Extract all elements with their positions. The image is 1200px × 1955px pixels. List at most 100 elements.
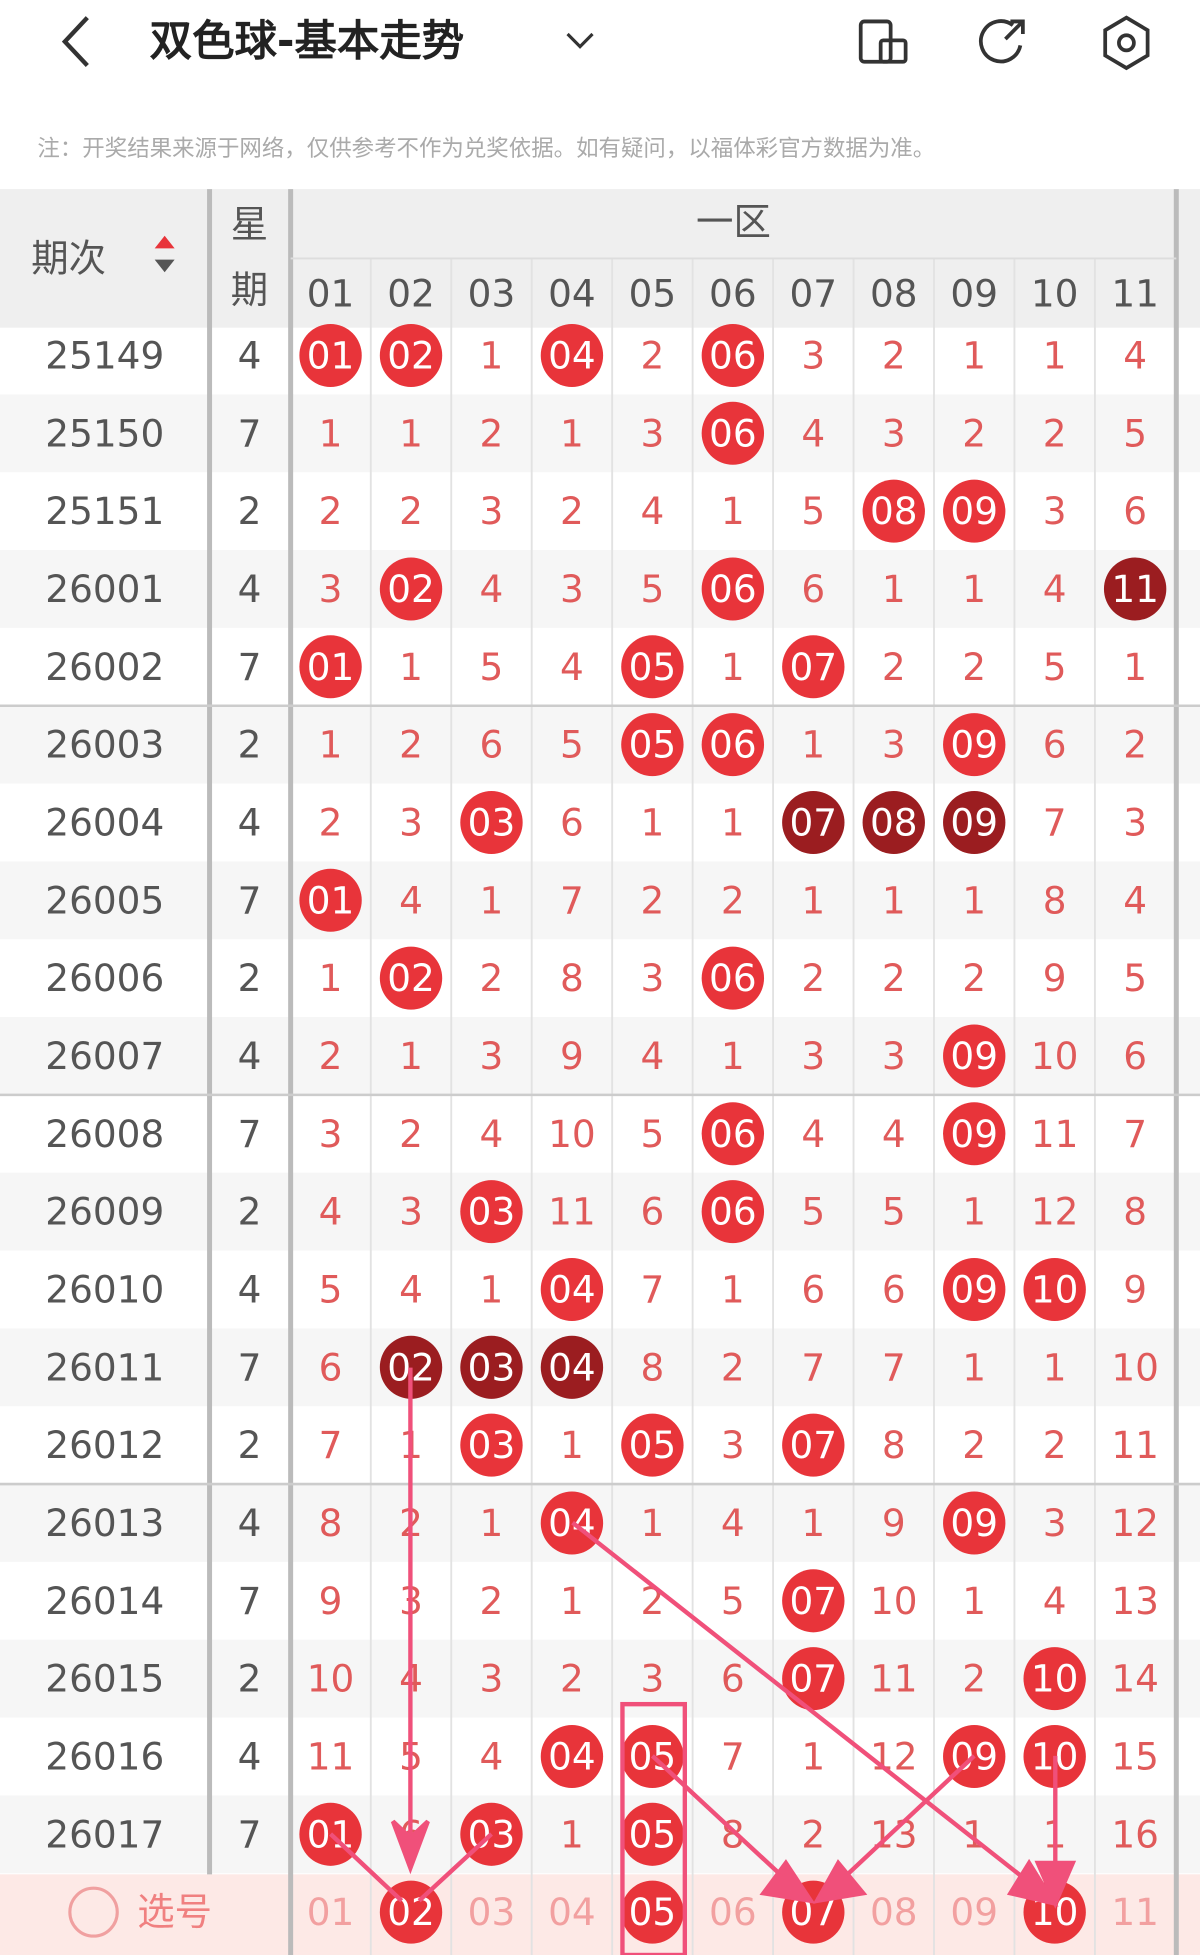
sort-up[interactable] <box>154 235 175 249</box>
column-header: 11 <box>1111 272 1159 316</box>
period: 26016 <box>45 1734 164 1778</box>
omission-count: 1 <box>319 723 343 767</box>
ball-number: 09 <box>950 1267 998 1311</box>
column-header: 07 <box>790 272 838 316</box>
omission-count: 8 <box>640 1345 664 1389</box>
omission-count: 11 <box>548 1190 596 1234</box>
omission-count: 4 <box>560 645 584 689</box>
weekday: 4 <box>238 1734 262 1778</box>
number-ball <box>379 1335 443 1399</box>
row-bg <box>0 394 1200 473</box>
ball-number: 02 <box>387 333 435 377</box>
omission-count: 09 <box>950 1890 998 1934</box>
ball-number: 04 <box>548 1267 596 1311</box>
omission-count: 2 <box>801 1812 825 1856</box>
omission-count: 3 <box>480 489 504 533</box>
toolbar <box>858 15 1150 71</box>
omission-count: 9 <box>1123 1267 1147 1311</box>
omission-count: 6 <box>640 1190 664 1234</box>
row-bg <box>0 1017 1200 1095</box>
omission-count: 06 <box>709 1890 757 1934</box>
omission-count: 2 <box>640 333 664 377</box>
omission-count: 1 <box>882 567 906 611</box>
select-radio[interactable] <box>68 1886 119 1938</box>
title-dropdown[interactable] <box>566 32 594 49</box>
ball-number: 10 <box>1031 1657 1079 1701</box>
period: 25149 <box>45 333 164 377</box>
omission-count: 2 <box>962 411 986 455</box>
number-ball <box>540 1257 604 1321</box>
omission-count: 3 <box>480 1034 504 1078</box>
omission-count: 5 <box>1123 956 1147 1000</box>
omission-count: 1 <box>1043 333 1067 377</box>
omission-count: 1 <box>640 800 664 844</box>
omission-count: 2 <box>480 956 504 1000</box>
ball-number: 03 <box>468 1345 516 1389</box>
back-button[interactable] <box>61 16 89 68</box>
omission-count: 01 <box>307 1890 355 1934</box>
omission-count: 2 <box>721 1345 745 1389</box>
ball-number: 01 <box>307 645 355 689</box>
number-ball <box>299 635 362 699</box>
omission-count: 2 <box>319 800 343 844</box>
omission-count: 2 <box>640 878 664 922</box>
omission-count: 1 <box>1043 1345 1067 1389</box>
weekday: 2 <box>238 723 262 767</box>
number-ball <box>782 1569 845 1633</box>
omission-count: 1 <box>560 411 584 455</box>
omission-count: 8 <box>560 956 584 1000</box>
row-bg <box>0 550 1200 628</box>
omission-count: 2 <box>319 489 343 533</box>
arrow <box>417 1832 493 1903</box>
column-header: 04 <box>548 272 596 316</box>
number-ball <box>782 635 845 699</box>
number-ball <box>621 1880 684 1944</box>
omission-count: 4 <box>1123 878 1147 922</box>
page-title[interactable]: 双色球-基本走势 <box>150 16 464 66</box>
period: 26003 <box>45 723 164 767</box>
ball-number: 05 <box>629 1812 677 1856</box>
number-ball <box>943 713 1006 777</box>
period: 26013 <box>45 1501 164 1545</box>
number-ball <box>621 635 684 699</box>
omission-count: 6 <box>560 800 584 844</box>
ball-number: 07 <box>790 1423 838 1467</box>
omission-count: 3 <box>480 1657 504 1701</box>
omission-count: 2 <box>962 956 986 1000</box>
omission-count: 08 <box>870 1890 918 1934</box>
period: 26011 <box>45 1345 164 1389</box>
omission-count: 3 <box>882 723 906 767</box>
omission-count: 2 <box>962 1423 986 1467</box>
omission-count: 5 <box>480 645 504 689</box>
number-ball <box>782 790 845 854</box>
number-ball <box>540 1491 604 1555</box>
number-ball <box>862 790 925 854</box>
ball-number: 08 <box>870 489 918 533</box>
column-header: 05 <box>629 272 677 316</box>
omission-count: 7 <box>560 878 584 922</box>
number-ball <box>701 557 765 621</box>
number-ball <box>782 1413 845 1477</box>
omission-count: 10 <box>1031 1034 1079 1078</box>
omission-count: 5 <box>801 489 825 533</box>
period: 26015 <box>45 1657 164 1701</box>
ball-number: 06 <box>709 333 757 377</box>
period: 25151 <box>45 489 164 533</box>
arrow <box>329 1832 404 1903</box>
share-icon[interactable] <box>979 19 1025 64</box>
omission-count: 5 <box>640 567 664 611</box>
sort-down[interactable] <box>154 259 175 273</box>
column-header: 10 <box>1031 272 1079 316</box>
weekday: 4 <box>238 567 262 611</box>
settings-icon[interactable] <box>1103 15 1150 71</box>
ball-number: 09 <box>950 489 998 533</box>
omission-count: 3 <box>1123 800 1147 844</box>
ball-number: 06 <box>709 723 757 767</box>
omission-count: 3 <box>399 1190 423 1234</box>
number-ball <box>1023 1647 1086 1711</box>
number-ball <box>1103 557 1167 621</box>
ball-number: 07 <box>790 1579 838 1623</box>
omission-count: 3 <box>640 1657 664 1701</box>
period: 26007 <box>45 1034 164 1078</box>
omission-count: 6 <box>1123 489 1147 533</box>
